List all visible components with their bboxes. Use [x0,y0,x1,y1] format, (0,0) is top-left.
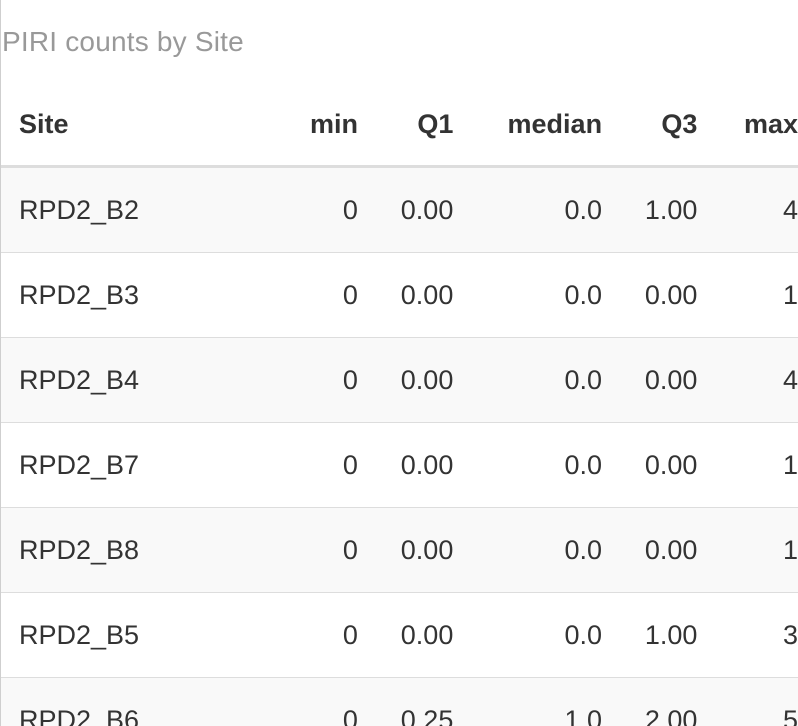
cell-min: 0 [245,166,358,253]
table-row: RPD2_B3 0 0.00 0.0 0.00 1 [1,252,798,338]
cell-site: RPD2_B3 [1,252,246,338]
table-row: RPD2_B5 0 0.00 0.0 1.00 3 [1,592,798,678]
left-border [0,0,1,726]
cell-q1: 0.00 [357,166,454,253]
cell-median: 0.0 [453,592,603,678]
table-caption: PIRI counts by Site [2,26,244,57]
column-header-q1: Q1 [357,83,454,168]
cell-q3: 0.00 [602,337,698,423]
cell-min: 0 [245,337,358,423]
column-header-max: max [697,83,798,168]
cell-min: 0 [245,677,358,726]
cell-site: RPD2_B2 [1,166,246,253]
cell-min: 0 [245,422,358,508]
table-row: RPD2_B2 0 0.00 0.0 1.00 4 [1,166,798,253]
cell-min: 0 [245,507,358,593]
cell-q1: 0.00 [357,252,454,338]
cell-median: 0.0 [453,252,603,338]
cell-max: 4 [697,166,798,253]
cell-q3: 0.00 [602,507,698,593]
column-header-median: median [453,83,603,168]
cell-median: 0.0 [453,422,603,508]
cell-min: 0 [245,592,358,678]
cell-site: RPD2_B6 [1,677,246,726]
cell-min: 0 [245,252,358,338]
cell-median: 1.0 [453,677,603,726]
table-row: RPD2_B6 0 0.25 1.0 2.00 5 [1,677,798,726]
cell-max: 1 [697,507,798,593]
cell-site: RPD2_B4 [1,337,246,423]
cell-median: 0.0 [453,507,603,593]
table-row: RPD2_B8 0 0.00 0.0 0.00 1 [1,507,798,593]
cell-q1: 0.00 [357,337,454,423]
cell-q3: 1.00 [602,166,698,253]
cell-q1: 0.00 [357,507,454,593]
cell-max: 1 [697,422,798,508]
cell-site: RPD2_B5 [1,592,246,678]
cell-max: 4 [697,337,798,423]
cell-median: 0.0 [453,166,603,253]
cell-q3: 2.00 [602,677,698,726]
table-row: RPD2_B4 0 0.00 0.0 0.00 4 [1,337,798,423]
cell-max: 3 [697,592,798,678]
cell-q3: 0.00 [602,252,698,338]
cell-median: 0.0 [453,337,603,423]
cell-q1: 0.25 [357,677,454,726]
header-row: Site min Q1 median Q3 max [1,83,798,168]
cell-max: 5 [697,677,798,726]
column-header-q3: Q3 [602,83,698,168]
cell-q1: 0.00 [357,422,454,508]
cell-site: RPD2_B7 [1,422,246,508]
cell-q3: 1.00 [602,592,698,678]
column-header-site: Site [1,83,246,168]
cell-q1: 0.00 [357,592,454,678]
cell-max: 1 [697,252,798,338]
summary-table: Site min Q1 median Q3 max RPD2_B2 0 0.00… [1,83,798,726]
table-row: RPD2_B7 0 0.00 0.0 0.00 1 [1,422,798,508]
cell-q3: 0.00 [602,422,698,508]
column-header-min: min [245,83,358,168]
cell-site: RPD2_B8 [1,507,246,593]
